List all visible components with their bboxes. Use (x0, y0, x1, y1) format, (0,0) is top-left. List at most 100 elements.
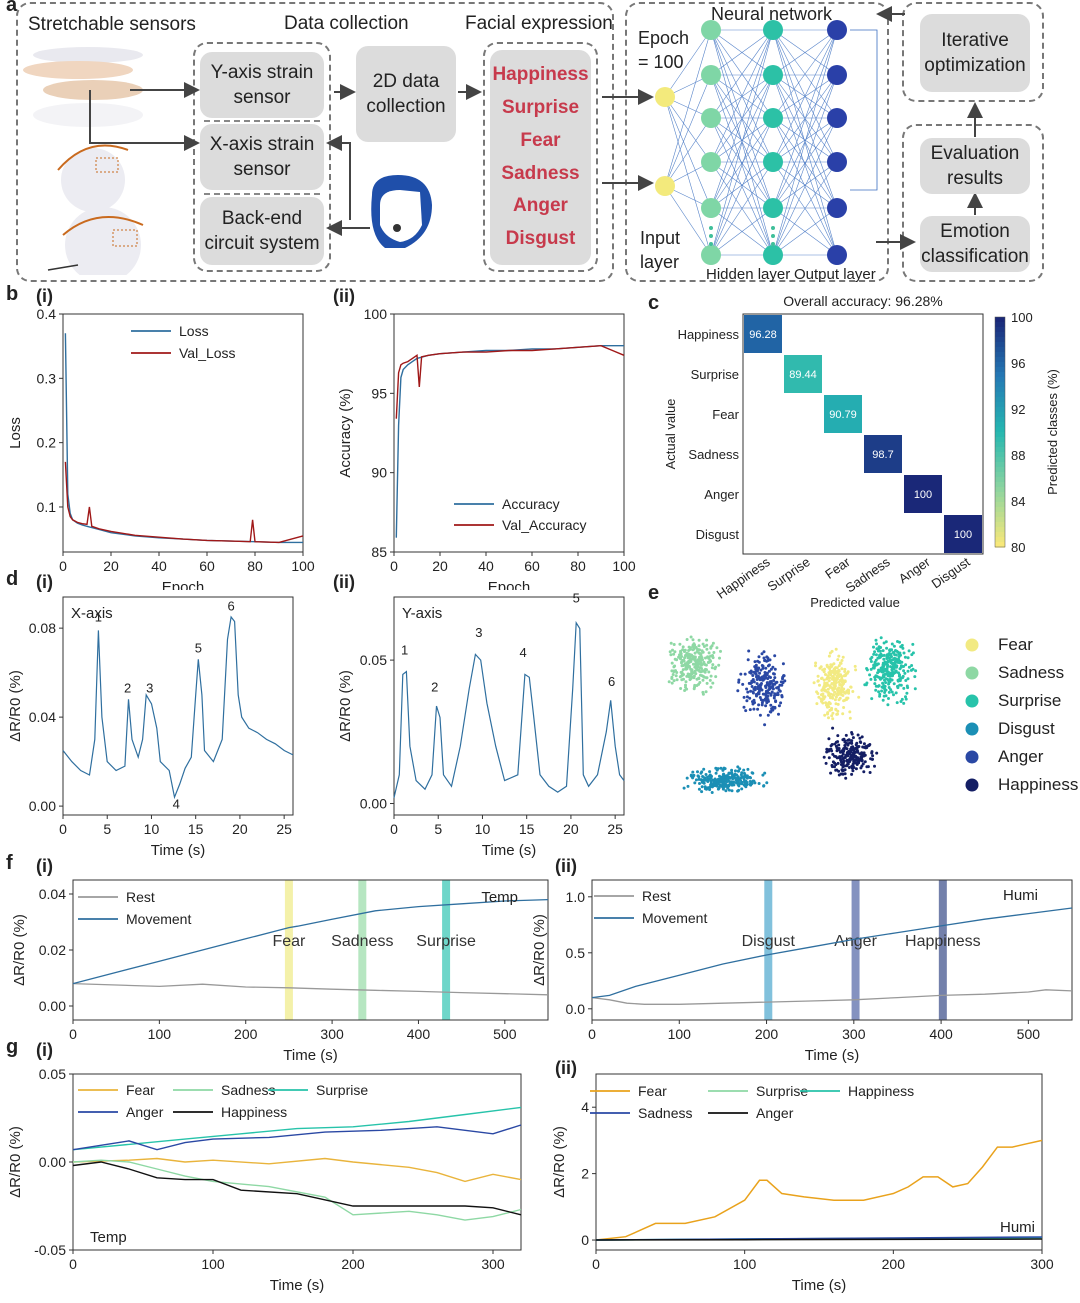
scatter-point (842, 682, 845, 686)
scatter-point (716, 782, 720, 786)
scatter-point (771, 687, 775, 691)
scatter-point (672, 665, 676, 669)
scatter-point (816, 679, 820, 683)
colorbar-segment (995, 507, 1005, 513)
scatter-point (757, 782, 761, 785)
scatter-point (699, 670, 703, 674)
y-tick-label: 0.04 (29, 709, 56, 725)
scatter-point (697, 644, 701, 648)
scatter-point (903, 655, 907, 659)
x-tick-label: 80 (570, 558, 586, 574)
y-tick-label: 0 (581, 1232, 589, 1248)
nn-link (664, 185, 712, 256)
scatter-point (716, 778, 720, 782)
nn-link (772, 117, 838, 163)
colorbar-segment (995, 342, 1005, 348)
matrix-cell (864, 435, 902, 473)
colorbar-segment (995, 352, 1005, 358)
column-label: Surprise (764, 554, 812, 594)
scatter-point (884, 640, 888, 644)
y-tick-label: 0.00 (39, 998, 66, 1014)
colorbar-segment (995, 382, 1005, 388)
emotion-happiness: Happiness (492, 64, 589, 86)
scatter-point (825, 703, 828, 707)
matrix-cell (824, 395, 862, 433)
scatter-point (818, 666, 822, 670)
scatter-point (691, 638, 695, 642)
scatter-point (840, 754, 844, 758)
x-tick-label: 400 (929, 1026, 953, 1042)
nn-link (710, 29, 774, 256)
scatter-point (909, 668, 913, 672)
scatter-point (902, 651, 906, 655)
scatter-point (835, 666, 839, 670)
scatter-point (772, 696, 776, 700)
loss-chart: 0 20 40 60 80 100 0.1 0.2 0.3 0.4 Epoch Loss Loss Val… (7, 306, 315, 590)
scatter-point (680, 664, 684, 668)
event-label: Surprise (416, 933, 476, 950)
scatter-point (892, 644, 896, 648)
y-tick-label: 95 (371, 385, 387, 401)
series-line-val_loss (64, 461, 304, 544)
sensor-layer-2 (23, 61, 133, 79)
scatter-point (696, 770, 699, 774)
y-tick-label: 0.08 (29, 620, 56, 636)
scatter-point (887, 686, 891, 689)
scatter-point (907, 649, 911, 653)
scatter-point (841, 655, 845, 659)
y-tick-label: 0.04 (39, 886, 66, 902)
scatter-point (888, 672, 891, 676)
sensor-divider-1 (204, 120, 320, 122)
scatter-point (894, 670, 898, 674)
scatter-point (693, 651, 697, 655)
x-tick-label: 5 (434, 821, 442, 837)
scatter-point (749, 671, 753, 675)
scatter-point (699, 673, 702, 677)
nn-input-node (655, 87, 675, 107)
series-line-surprise (72, 1106, 522, 1151)
scatter-point (848, 716, 852, 720)
scatter-point (878, 649, 882, 653)
scatter-point (764, 686, 768, 689)
scatter-point (842, 687, 846, 691)
scatter-point (764, 704, 768, 708)
matrix-frame (742, 313, 984, 555)
scatter-point (754, 672, 758, 676)
colorbar-segment (995, 527, 1005, 533)
scatter-point (745, 776, 749, 780)
series-line-anger (72, 1124, 522, 1151)
nn-link (664, 117, 712, 187)
series-line-val_accuracy (395, 344, 625, 419)
scatter-point (834, 763, 838, 767)
scatter-point (851, 736, 855, 740)
scatter-point (683, 656, 687, 660)
row-label: Happiness (678, 327, 740, 342)
scatter-point (686, 672, 690, 676)
scatter-point (826, 683, 830, 687)
scatter-point (689, 654, 693, 658)
scatter-point (849, 741, 853, 745)
scatter-point (831, 760, 835, 764)
scatter-point (679, 650, 683, 654)
chart-annotation: Temp (90, 1229, 127, 1246)
x-tick-label: 400 (407, 1026, 431, 1042)
scatter-point (910, 664, 914, 667)
scatter-point (863, 760, 867, 764)
tsne-cluster-chart: Fear Sadness Surprise Disgust Anger Happiness (667, 635, 1078, 794)
scatter-point (728, 771, 732, 775)
scatter-point (868, 771, 872, 774)
x-tick-label: 80 (247, 558, 263, 574)
colorbar-segment (995, 327, 1005, 333)
scatter-point (879, 652, 883, 656)
scatter-point (851, 769, 855, 773)
scatter-point (692, 642, 696, 646)
scatter-point (746, 767, 750, 771)
y-tick-label: 100 (364, 306, 388, 322)
row-label: Surprise (691, 367, 739, 382)
scatter-point (778, 689, 782, 693)
scatter-point (760, 703, 764, 707)
scatter-point (699, 778, 703, 782)
plot-frame (595, 1073, 1043, 1251)
series-line-happiness (72, 1161, 522, 1216)
y-axis-label: ΔR/R0 (%) (531, 914, 548, 986)
